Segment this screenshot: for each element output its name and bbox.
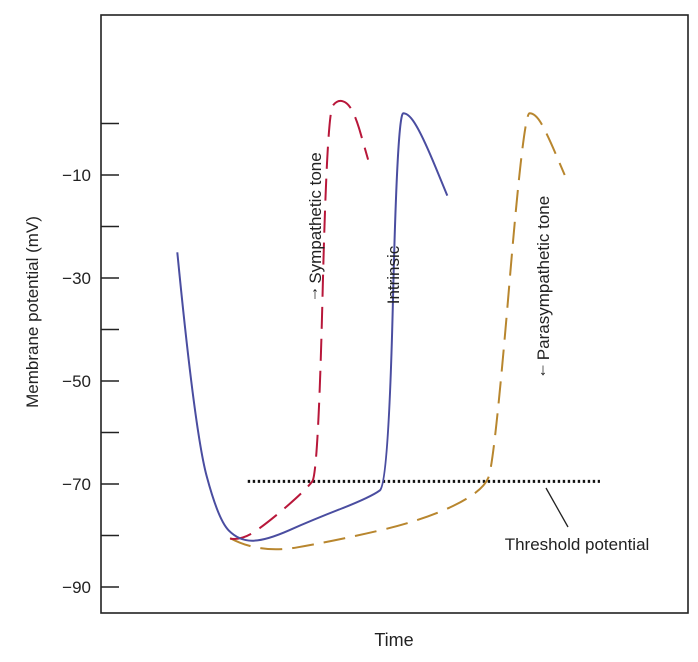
y-tick-label: −30 [62,269,91,288]
y-tick-label: −10 [62,166,91,185]
threshold-group: Threshold potential [247,479,650,554]
series-label-group: Intrinsic [384,245,403,304]
series-arrow-icon: ↓ [539,360,548,379]
series-labels: ↑Sympathetic tone Intrinsic ↓Parasympathet… [306,152,553,379]
y-tick-label: −70 [62,475,91,494]
y-tick-label: −90 [62,578,91,597]
y-tick-label: −50 [62,372,91,391]
series-arrow-icon: ↑ [311,284,320,303]
y-axis: −10 −30 −50 −70 −90 [62,122,119,597]
x-axis-label: Time [374,630,413,650]
series-label-group: ↑Sympathetic tone [306,152,325,302]
series-line-sympathetic-tone [229,99,370,540]
series-label: Intrinsic [384,245,403,304]
series-label: Parasympathetic tone [534,196,553,360]
series-line-intrinsic [176,112,449,542]
series-group [176,99,566,551]
threshold-label: Threshold potential [505,535,650,554]
threshold-leader-line [545,487,569,528]
series-label-group: ↓Parasympathetic tone [534,196,553,379]
plot-frame [100,14,689,614]
series-line-parasympathetic-tone [229,112,566,551]
y-axis-label: Membrane potential (mV) [23,216,42,408]
series-label: Sympathetic tone [306,152,325,283]
